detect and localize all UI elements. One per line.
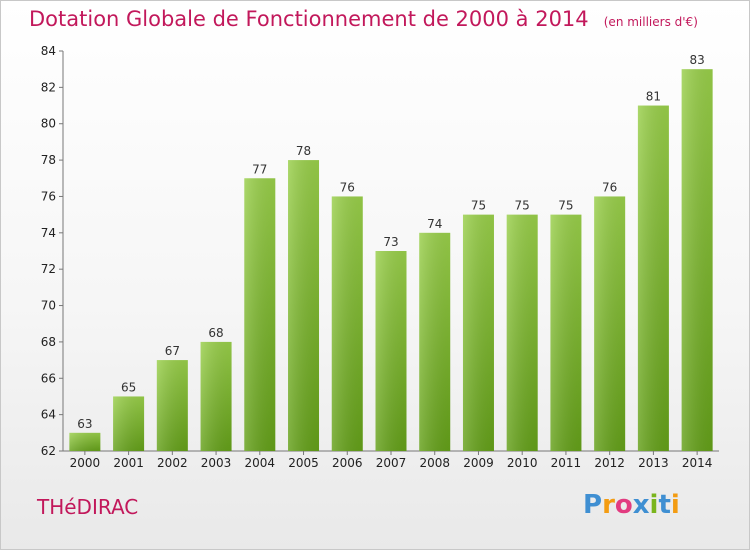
value-label: 83	[689, 53, 704, 67]
x-tick-label: 2014	[682, 456, 713, 470]
bar-shade	[462, 214, 494, 451]
value-label: 65	[121, 380, 136, 394]
y-tick-labels: 62 64 66 68 70 72 74 76 78 80 82 84	[41, 44, 56, 458]
value-label: 76	[602, 180, 617, 194]
y-tick-label: 62	[41, 444, 56, 458]
bar-shade	[288, 160, 320, 451]
y-tick-label: 66	[41, 371, 56, 385]
y-tick-label: 70	[41, 299, 56, 313]
logo-letter: i	[670, 490, 680, 520]
bar-shade	[550, 214, 582, 451]
x-tick-label: 2011	[551, 456, 582, 470]
bar-shade	[594, 196, 626, 451]
value-label: 78	[296, 144, 311, 158]
chart-title: Dotation Globale de Fonctionnement de 20…	[29, 7, 589, 31]
value-label: 63	[77, 417, 92, 431]
y-tick-label: 68	[41, 335, 56, 349]
logo-letter: o	[614, 490, 633, 520]
x-tick-label: 2008	[419, 456, 450, 470]
y-tick-label: 82	[41, 80, 56, 94]
value-label: 74	[427, 217, 442, 231]
bar-shade	[200, 341, 232, 451]
bar-shade	[506, 214, 538, 451]
bar-shade	[244, 178, 276, 452]
logo-letter: r	[602, 490, 615, 520]
logo-letter: P	[583, 490, 603, 520]
value-label: 68	[208, 326, 223, 340]
y-tick-label: 78	[41, 153, 56, 167]
logo-letter: i	[649, 490, 659, 520]
y-tick-label: 76	[41, 189, 56, 203]
y-tick-label: 80	[41, 117, 56, 131]
bar-shade	[113, 396, 145, 451]
x-tick-label: 2009	[463, 456, 494, 470]
logo-letter: t	[658, 490, 671, 520]
x-tick-label: 2007	[376, 456, 407, 470]
y-tick-label: 64	[41, 408, 56, 422]
x-tick-label: 2004	[245, 456, 276, 470]
bar-shade	[375, 251, 407, 451]
bar-shade	[69, 432, 101, 451]
x-tick-label: 2005	[288, 456, 319, 470]
bar-shade	[681, 69, 713, 451]
x-tick-label: 2012	[594, 456, 625, 470]
bars	[69, 69, 713, 452]
x-tick-label: 2001	[113, 456, 144, 470]
x-tick-labels: 2000 2001 2002 2003 2004 2005 2006 2007 2008 2009…	[70, 456, 713, 470]
value-label: 75	[471, 199, 486, 213]
title-row: Dotation Globale de Fonctionnement de 20…	[29, 7, 698, 31]
value-label: 81	[646, 90, 661, 104]
x-tick-label: 2002	[157, 456, 188, 470]
x-tick-label: 2013	[638, 456, 669, 470]
x-tick-label: 2006	[332, 456, 363, 470]
value-label: 67	[165, 344, 180, 358]
chart-subtitle: (en milliers d'€)	[603, 15, 698, 29]
y-tick-label: 72	[41, 262, 56, 276]
value-labels: 63 65 67 68 77 78 76 73 74 75 75 75 76 81 83	[77, 53, 705, 431]
proxiti-logo: Proxiti	[583, 490, 680, 520]
value-label: 75	[558, 199, 573, 213]
value-label: 73	[383, 235, 398, 249]
x-tick-label: 2000	[70, 456, 101, 470]
value-label: 75	[515, 199, 530, 213]
bar-shade	[637, 105, 669, 451]
logo-letter: x	[632, 490, 650, 520]
y-tick-label: 74	[41, 226, 56, 240]
y-tick-label: 84	[41, 44, 56, 58]
commune-name: THéDIRAC	[37, 495, 139, 519]
bar-shade	[419, 232, 451, 451]
value-label: 76	[340, 180, 355, 194]
value-label: 77	[252, 162, 267, 176]
bar-shade	[156, 360, 188, 451]
x-tick-label: 2010	[507, 456, 538, 470]
bar-shade	[331, 196, 363, 451]
x-tick-label: 2003	[201, 456, 232, 470]
